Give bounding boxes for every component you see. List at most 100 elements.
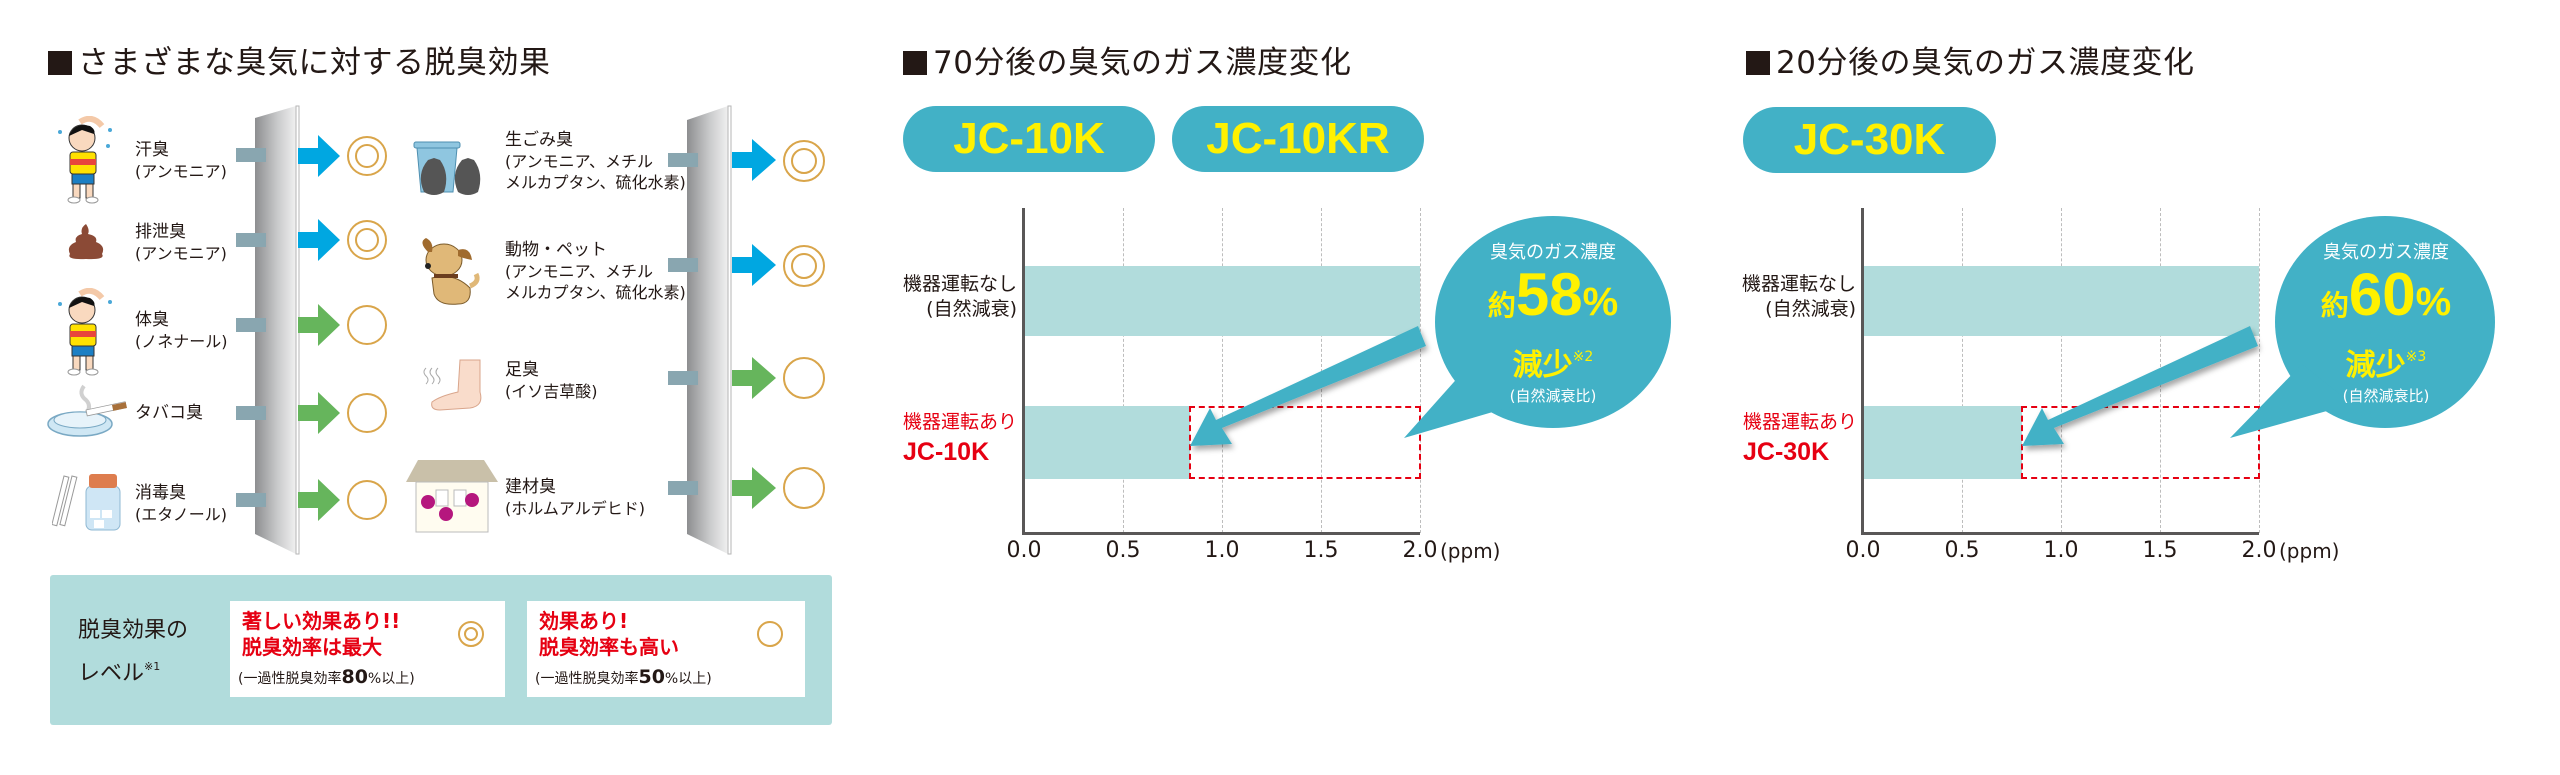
double-circle-icon [783,245,825,287]
single-circle-icon [783,357,825,399]
x-tick: 1.0 [2043,538,2079,563]
square-bullet-icon [1746,51,1770,75]
dog-icon [422,238,480,305]
category-no-operation: 機器運転なし (自然減衰) [902,273,1017,320]
poop-icon [68,224,104,260]
double-circle-icon [783,140,825,182]
x-axis [1022,532,1420,535]
foot-icon [423,359,482,411]
double-circle-icon [347,220,387,260]
bar-with-operation [1863,406,2022,479]
odor-label-disinfectant: 消毒臭 (エタノール) [135,483,228,524]
gridline [1962,208,1963,533]
filter-inlet [236,318,266,332]
reduction-arrow-icon [1190,326,1426,446]
single-circle-icon [347,480,387,520]
x-axis-unit: (ppm) [2279,539,2340,563]
odor-label-kitchen-garbage: 生ごみ臭 (アンモニア、メチル メルカプタン、硫化水素) [505,130,686,192]
bar-no-operation [1863,266,2259,336]
legend-card-strong: 著しい効果あり!! 脱臭効率は最大 (一過性脱臭効率80%以上) [230,601,505,697]
panel-heading: さまざまな臭気に対する脱臭効果 [48,46,551,80]
model-badge-jc-30k: JC-30K [1743,107,1996,173]
trash-can-bags-icon [413,141,481,195]
filter-inlet [668,481,698,495]
category-with-operation: 機器運転あり JC-30K [1743,411,1858,466]
odor-label-foot: 足臭 (イソ吉草酸) [505,360,598,401]
single-circle-icon [347,393,387,433]
bar-with-operation [1024,406,1190,479]
model-badge-jc-10k: JC-10K [903,106,1155,172]
x-tick: 0.5 [1105,538,1141,563]
arrow-right-icon [298,304,340,346]
single-circle-icon [783,467,825,509]
legend-card-effective: 効果あり! 脱臭効率も高い (一過性脱臭効率50%以上) [527,601,805,697]
arrow-right-icon [298,479,340,521]
filter-inlet [668,371,698,385]
sweating-boy-icon [58,116,112,204]
bar-no-operation [1024,266,1420,336]
effect-level-legend: 脱臭効果の レベル※1 著しい効果あり!! 脱臭効率は最大 (一過性脱臭効率80… [50,575,832,725]
single-circle-icon [347,305,387,345]
odor-label-body: 体臭 (ノネナール) [135,310,228,351]
reduction-arrow-icon [2022,326,2258,446]
filter-inlet [668,153,698,167]
odor-label-tobacco: タバコ臭 [135,403,203,423]
x-tick: 2.0 [2241,538,2277,563]
arrow-right-icon [732,139,776,181]
arrow-right-icon [298,392,340,434]
reduction-outline [1189,406,1421,479]
square-bullet-icon [48,51,72,75]
double-circle-icon [347,136,387,176]
speech-bubble [1404,216,1671,438]
gridline [1321,208,1322,533]
category-with-operation: 機器運転あり JC-10K [903,411,1018,466]
chart-heading: 70分後の臭気のガス濃度変化 [903,46,1351,80]
category-no-operation: 機器運転なし (自然減衰) [1741,273,1856,320]
arrow-right-icon [298,219,340,261]
chart-heading: 20分後の臭気のガス濃度変化 [1746,46,2194,80]
x-tick: 1.5 [2142,538,2178,563]
model-badge-jc-10kr: JC-10KR [1172,106,1424,172]
square-bullet-icon [903,51,927,75]
house-icon [406,460,498,533]
legend-title: 脱臭効果の レベル※1 [78,618,189,686]
odor-label-pet: 動物・ペット (アンモニア、メチル メルカプタン、硫化水素) [505,240,686,302]
bubble-text: 臭気のガス濃度 約58% 減少※2 (自然減衰比) [1487,242,1619,405]
filter-inlet [236,233,266,247]
filter-inlet [236,406,266,420]
x-axis-unit: (ppm) [1440,539,1501,563]
gridline [2061,208,2062,533]
filter-inlet [236,493,266,507]
stretching-boy-icon [58,288,112,376]
x-tick: 0.0 [1006,538,1042,563]
y-axis [1861,208,1864,535]
gridline [2259,208,2260,533]
gridline [1222,208,1223,533]
x-tick: 1.0 [1204,538,1240,563]
double-circle-icon [458,621,484,647]
odor-label-excretion: 排泄臭 (アンモニア) [135,222,227,263]
x-tick: 1.5 [1303,538,1339,563]
disinfectant-jar-icon [52,474,121,531]
bubble-text: 臭気のガス濃度 約60% 減少※3 (自然減衰比) [2320,242,2452,405]
arrow-right-icon [732,244,776,286]
ashtray-cigarette-icon [47,384,127,437]
filter-inlet [236,148,266,162]
gridline [1123,208,1124,533]
speech-bubble [2230,216,2495,438]
arrow-right-icon [298,135,340,177]
x-tick: 0.0 [1845,538,1881,563]
reduction-outline [2021,406,2260,479]
y-axis [1022,208,1025,535]
filter-inlet [668,258,698,272]
odor-label-sweat: 汗臭 (アンモニア) [135,140,227,181]
arrow-right-icon [732,467,776,509]
x-axis [1861,532,2259,535]
x-tick: 0.5 [1944,538,1980,563]
single-circle-icon [757,621,783,647]
x-tick: 2.0 [1402,538,1438,563]
odor-label-building-material: 建材臭 (ホルムアルデヒド) [505,477,646,518]
gridline [1420,208,1421,533]
arrow-right-icon [732,357,776,399]
filter-wall-right [687,105,732,555]
